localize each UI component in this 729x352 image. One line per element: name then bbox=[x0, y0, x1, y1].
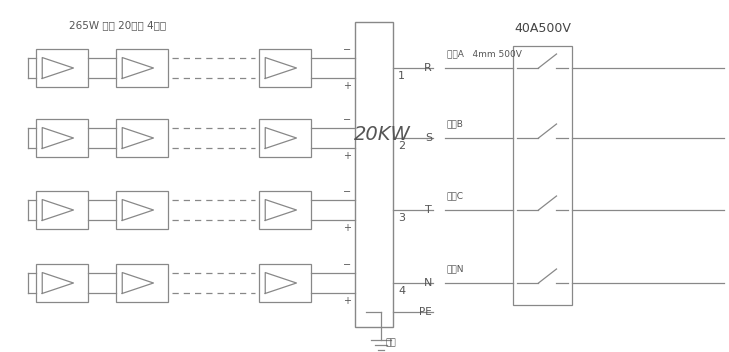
Text: 零线N: 零线N bbox=[447, 264, 464, 273]
Text: S: S bbox=[425, 133, 432, 143]
Text: 20KW: 20KW bbox=[354, 125, 410, 144]
Bar bbox=[259, 49, 311, 87]
Text: +: + bbox=[343, 223, 351, 233]
Bar bbox=[36, 264, 88, 302]
Bar bbox=[259, 191, 311, 229]
Bar bbox=[355, 22, 393, 327]
Bar bbox=[116, 49, 168, 87]
Bar bbox=[36, 49, 88, 87]
Bar bbox=[36, 191, 88, 229]
Text: 相线C: 相线C bbox=[447, 191, 464, 200]
Bar bbox=[259, 264, 311, 302]
Text: PE: PE bbox=[419, 307, 432, 317]
Text: N: N bbox=[424, 278, 432, 288]
Text: 相线A   4mm 500V: 相线A 4mm 500V bbox=[447, 49, 522, 58]
Text: −: − bbox=[343, 115, 351, 125]
Bar bbox=[259, 119, 311, 157]
Text: +: + bbox=[343, 151, 351, 161]
Bar bbox=[36, 119, 88, 157]
Text: 相线B: 相线B bbox=[447, 119, 464, 128]
Text: 40A500V: 40A500V bbox=[514, 22, 571, 35]
Text: −: − bbox=[343, 260, 351, 270]
Text: 1: 1 bbox=[398, 71, 405, 81]
Bar bbox=[116, 191, 168, 229]
Text: T: T bbox=[425, 205, 432, 215]
Text: 地线: 地线 bbox=[386, 338, 396, 347]
Text: R: R bbox=[424, 63, 432, 73]
Text: 265W 组件 20串联 4并联: 265W 组件 20串联 4并联 bbox=[69, 20, 166, 30]
Text: +: + bbox=[343, 81, 351, 91]
Text: 2: 2 bbox=[398, 141, 405, 151]
Text: −: − bbox=[343, 187, 351, 197]
Bar bbox=[116, 119, 168, 157]
Text: −: − bbox=[343, 45, 351, 55]
Text: 3: 3 bbox=[398, 213, 405, 223]
Bar bbox=[116, 264, 168, 302]
Text: +: + bbox=[343, 296, 351, 306]
Bar bbox=[513, 46, 572, 305]
Text: 4: 4 bbox=[398, 286, 405, 296]
